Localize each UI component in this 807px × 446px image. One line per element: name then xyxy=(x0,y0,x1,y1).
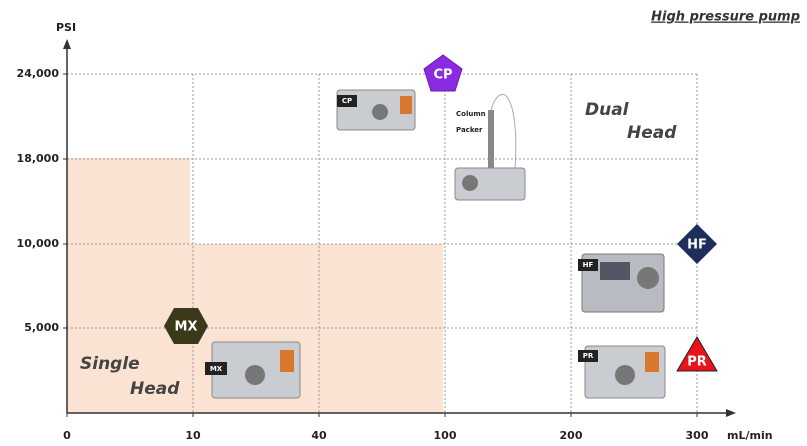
marker-mx xyxy=(164,308,208,344)
x-tick-label: 0 xyxy=(63,429,71,442)
title: High pressure pump xyxy=(651,10,800,25)
region-label: Dual xyxy=(585,100,630,120)
y-axis-label: PSI xyxy=(56,21,76,34)
product-mx: MX xyxy=(205,341,301,399)
marker-label: PR xyxy=(687,355,707,370)
x-tick-label: 300 xyxy=(686,429,709,442)
y-arrow xyxy=(63,39,71,49)
marker-cp xyxy=(423,54,463,92)
y-tick-label: 10,000 xyxy=(17,237,60,250)
product-column-packer: Column Packer xyxy=(454,93,526,201)
x-tick-label: 200 xyxy=(560,429,583,442)
product-hf: HF xyxy=(578,253,665,313)
y-tick-label: 18,000 xyxy=(17,152,60,165)
region-label: Head xyxy=(627,123,677,143)
marker-pr xyxy=(676,336,718,372)
marker-label: CP xyxy=(433,68,452,83)
packer-label: Packer xyxy=(456,126,483,134)
marker-label: HF xyxy=(687,238,707,253)
x-tick-label: 10 xyxy=(185,429,201,442)
product-tag: HF xyxy=(583,261,594,269)
x-axis-label: mL/min xyxy=(727,429,773,442)
product-pr: PR xyxy=(578,345,666,399)
x-tick-label: 40 xyxy=(311,429,327,442)
product-cp: CP xyxy=(336,89,416,131)
packer-label: Column xyxy=(456,110,486,118)
product-tag: MX xyxy=(210,365,223,373)
y-tick-label: 5,000 xyxy=(24,321,59,334)
region-label: Head xyxy=(130,379,180,399)
marker-hf xyxy=(677,224,717,264)
region-label: Single xyxy=(80,354,140,374)
x-arrow xyxy=(726,409,736,417)
product-tag: CP xyxy=(342,97,352,105)
x-tick-label: 100 xyxy=(434,429,457,442)
single-head-region xyxy=(67,158,190,413)
y-tick-label: 24,000 xyxy=(17,67,60,80)
product-tag: PR xyxy=(583,352,594,360)
marker-label: MX xyxy=(175,320,198,335)
